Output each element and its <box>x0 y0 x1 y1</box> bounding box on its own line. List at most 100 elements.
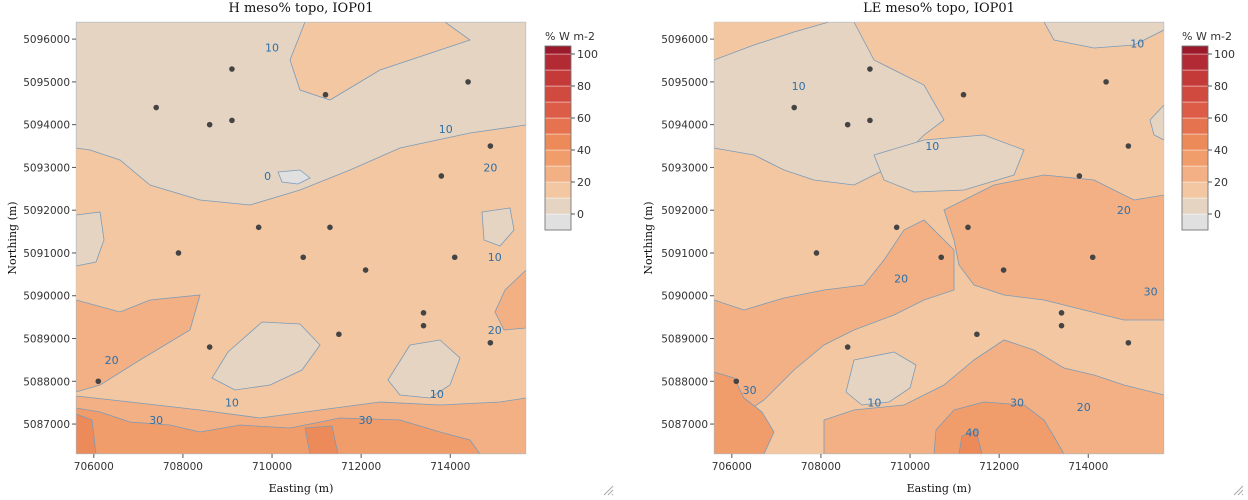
colorbar-swatch <box>1181 133 1209 151</box>
station-point[interactable] <box>229 66 235 72</box>
y-tick-label: 5094000 <box>23 120 70 132</box>
contour-label: 10 <box>867 397 881 410</box>
colorbar-swatch <box>544 213 572 231</box>
colorbar-swatch <box>1181 165 1209 183</box>
colorbar-swatch <box>1181 69 1209 87</box>
chart-title: H meso% topo, IOP01 <box>228 1 373 16</box>
station-point[interactable] <box>451 254 458 261</box>
station-point[interactable] <box>867 117 873 124</box>
station-point[interactable] <box>206 121 213 128</box>
station-point[interactable] <box>420 310 427 316</box>
station-point[interactable] <box>300 254 307 261</box>
colorbar-tick-label: 80 <box>577 80 591 93</box>
x-axis-ticks: 706000 708000 710000 712000 714000 <box>74 454 470 473</box>
station-point[interactable] <box>206 344 213 350</box>
x-tick-label: 708000 <box>163 461 203 473</box>
station-markers <box>95 66 494 385</box>
station-point[interactable] <box>487 143 494 149</box>
contour-labels: 10 10 10 20 20 30 30 10 30 20 40 <box>743 37 1158 439</box>
colorbar-frame <box>1181 45 1209 231</box>
contour-label: 20 <box>1117 204 1131 217</box>
contour-label: 30 <box>743 384 757 397</box>
colorbar-title: % W m-2 <box>1182 30 1232 43</box>
station-point[interactable] <box>1103 79 1109 85</box>
contour-band-0-10 <box>76 22 526 206</box>
x-axis-label: Easting (m) <box>269 482 334 495</box>
contour-band-0-10-right <box>481 207 515 247</box>
station-point[interactable] <box>336 331 342 338</box>
colorbar-swatch <box>544 133 572 151</box>
station-point[interactable] <box>965 224 971 231</box>
chart-svg-le: LE meso% topo, IOP01 <box>642 1 1235 495</box>
x-tick-label: 706000 <box>74 461 114 473</box>
resize-grip-icon[interactable] <box>602 481 614 496</box>
chart-title: LE meso% topo, IOP01 <box>863 1 1015 16</box>
station-point[interactable] <box>255 224 262 231</box>
resize-grip-icon[interactable] <box>1232 481 1244 496</box>
contour-label: 20 <box>1077 401 1091 414</box>
y-axis-ticks: 5087000 5088000 5089000 5090000 5091000 50920… <box>661 34 714 431</box>
contour-band-0-10-center <box>873 134 1025 193</box>
station-point[interactable] <box>813 250 820 256</box>
colorbar-swatch <box>544 197 572 215</box>
contour-band-0-10-ne <box>1043 22 1164 49</box>
y-axis-label: Northing (m) <box>6 201 19 274</box>
contour-label: 10 <box>225 397 239 410</box>
station-point[interactable] <box>153 104 159 111</box>
station-point[interactable] <box>1058 310 1065 316</box>
station-point[interactable] <box>322 91 329 98</box>
station-point[interactable] <box>175 250 182 256</box>
station-point[interactable] <box>960 91 967 98</box>
station-point[interactable] <box>893 224 900 231</box>
station-point[interactable] <box>420 322 427 329</box>
station-point[interactable] <box>733 378 740 385</box>
x-tick-label: 710000 <box>890 461 930 473</box>
y-tick-label: 5091000 <box>661 248 708 260</box>
station-point[interactable] <box>974 331 980 338</box>
station-point[interactable] <box>327 224 333 231</box>
station-point[interactable] <box>465 79 471 85</box>
station-point[interactable] <box>438 173 445 179</box>
y-tick-label: 5092000 <box>661 205 708 217</box>
y-tick-label: 5091000 <box>23 248 70 260</box>
station-point[interactable] <box>844 344 851 350</box>
y-tick-label: 5095000 <box>661 77 708 89</box>
station-point[interactable] <box>229 117 235 124</box>
station-point[interactable] <box>95 378 102 385</box>
contour-label: 10 <box>430 388 444 401</box>
colorbar-swatch <box>1181 181 1209 199</box>
contour-field <box>76 22 526 454</box>
station-point[interactable] <box>844 121 851 128</box>
station-point[interactable] <box>1058 322 1065 329</box>
station-point[interactable] <box>867 66 873 72</box>
y-tick-label: 5089000 <box>661 334 708 346</box>
station-point[interactable] <box>362 267 369 273</box>
y-tick-label: 5096000 <box>23 34 70 46</box>
station-point[interactable] <box>938 254 945 261</box>
contour-band-0-10-lake <box>845 351 917 406</box>
y-axis-label: Northing (m) <box>642 201 655 274</box>
contour-band-neg <box>277 169 311 185</box>
station-point[interactable] <box>1089 254 1096 261</box>
colorbar-swatch <box>1181 213 1209 231</box>
station-point[interactable] <box>1000 267 1007 273</box>
colorbar-swatch <box>544 85 572 103</box>
y-tick-label: 5088000 <box>661 376 708 388</box>
station-point[interactable] <box>487 339 494 346</box>
colorbar-swatch <box>1181 101 1209 119</box>
contour-label: 30 <box>149 414 163 427</box>
colorbar-swatch <box>1181 149 1209 167</box>
y-tick-label: 5090000 <box>661 291 708 303</box>
y-tick-label: 5093000 <box>23 162 70 174</box>
y-tick-label: 5093000 <box>661 162 708 174</box>
station-point[interactable] <box>1125 339 1132 346</box>
x-axis-label: Easting (m) <box>907 482 972 495</box>
station-point[interactable] <box>791 104 797 111</box>
contour-band-0-10-nw <box>714 22 945 186</box>
colorbar-swatch <box>1181 197 1209 215</box>
colorbar-tick-label: 20 <box>577 176 591 189</box>
station-point[interactable] <box>1076 173 1083 179</box>
colorbar-swatch <box>544 149 572 167</box>
station-point[interactable] <box>1125 143 1132 149</box>
contour-label: 10 <box>439 123 453 136</box>
